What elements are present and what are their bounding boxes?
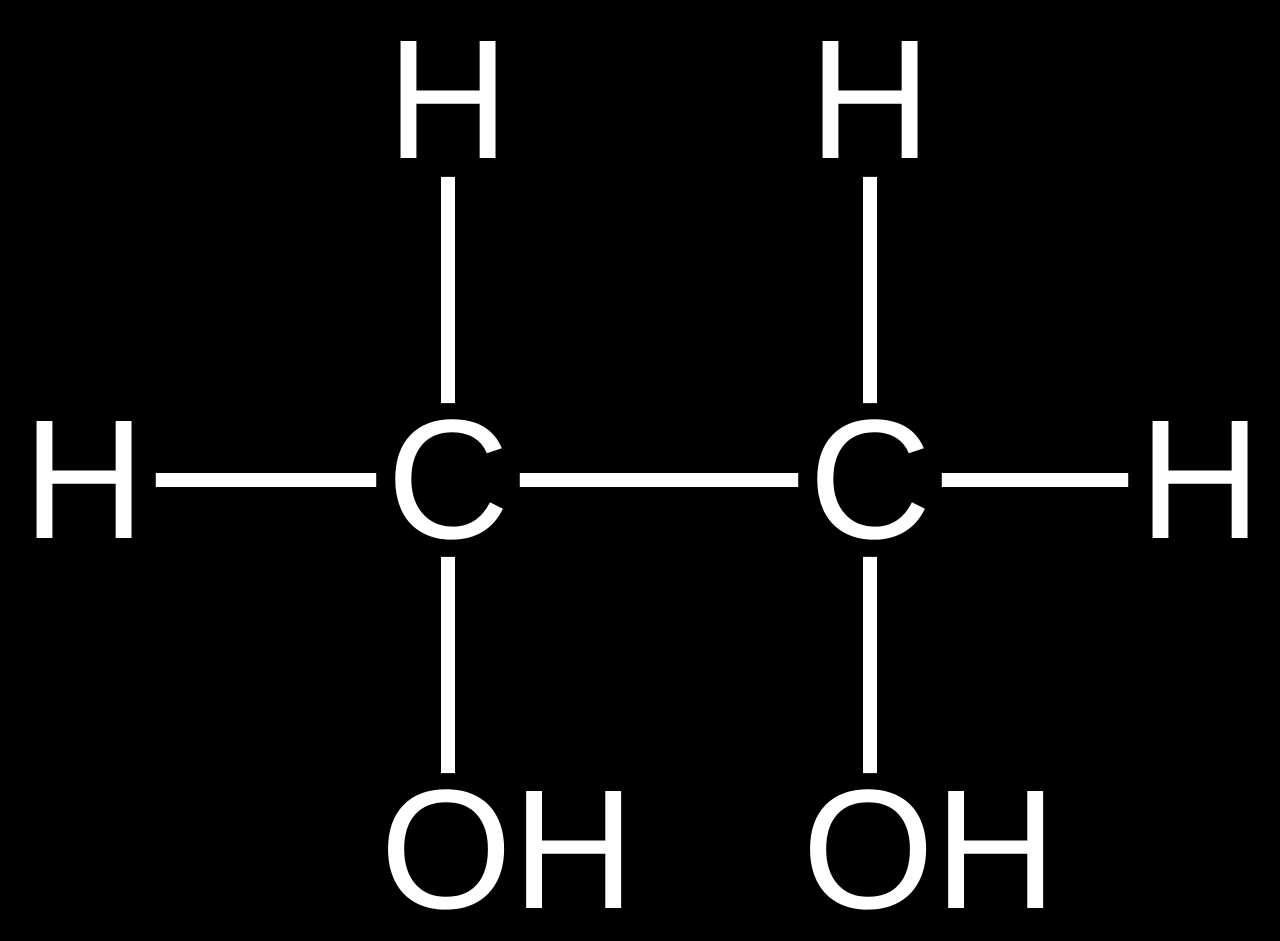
- atom-h_top_left: H: [387, 5, 510, 195]
- atom-oh_right: OH: [802, 755, 1057, 941]
- atom-h_left: H: [23, 385, 146, 575]
- atom-h_right: H: [1139, 385, 1262, 575]
- atom-h_top_right: H: [809, 5, 932, 195]
- chemical-structure-diagram: HHHCCHOHOH: [0, 0, 1280, 941]
- atom-c_left: C: [387, 385, 510, 575]
- atom-oh_left: OH: [380, 755, 635, 941]
- atom-c_right: C: [809, 385, 932, 575]
- diagram-background: [0, 0, 1280, 941]
